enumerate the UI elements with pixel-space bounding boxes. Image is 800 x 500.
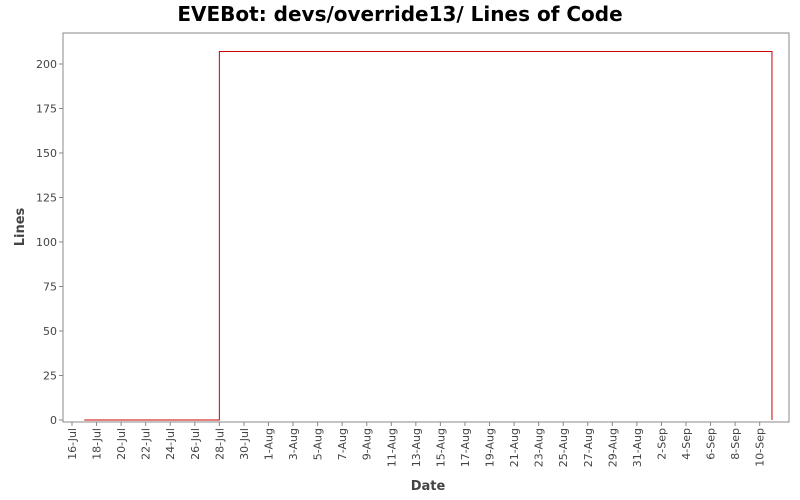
y-tick-label: 125 [36, 192, 57, 205]
x-tick-label: 18-Jul [91, 428, 104, 460]
y-tick-label: 200 [36, 58, 57, 71]
x-tick-label: 10-Sep [754, 428, 767, 467]
y-tick-label: 175 [36, 103, 57, 116]
x-tick-label: 13-Aug [410, 428, 423, 467]
plot-area [62, 32, 790, 423]
y-tick-label: 100 [36, 236, 57, 249]
x-tick-label: 24-Jul [164, 428, 177, 460]
x-tick-label: 20-Jul [115, 428, 128, 460]
x-tick-label: 29-Aug [606, 428, 619, 467]
x-tick-label: 19-Aug [484, 428, 497, 467]
y-tick-label: 150 [36, 147, 57, 160]
x-tick-label: 31-Aug [631, 428, 644, 467]
y-tick-label: 50 [43, 325, 57, 338]
x-tick-label: 8-Sep [729, 428, 742, 460]
y-tick-label: 0 [50, 414, 57, 427]
x-axis: 16-Jul 18-Jul 20-Jul 22-Jul 24-Jul 26-Jul 28-J… [66, 422, 767, 467]
x-tick-label: 22-Jul [140, 428, 153, 460]
x-tick-label: 25-Aug [557, 428, 570, 467]
x-tick-label: 23-Aug [533, 428, 546, 467]
x-tick-label: 21-Aug [508, 428, 521, 467]
x-tick-label: 1-Aug [262, 428, 275, 460]
x-tick-label: 30-Jul [238, 428, 251, 460]
x-tick-label: 5-Aug [312, 428, 325, 460]
x-tick-label: 7-Aug [336, 428, 349, 460]
y-axis: 0 25 50 75 100 125 150 175 200 [36, 58, 63, 427]
x-tick-label: 16-Jul [66, 428, 79, 460]
x-tick-label: 15-Aug [434, 428, 447, 467]
x-tick-label: 3-Aug [287, 428, 300, 460]
x-tick-label: 11-Aug [385, 428, 398, 467]
x-tick-label: 17-Aug [459, 428, 472, 467]
x-tick-label: 26-Jul [189, 428, 202, 460]
x-axis-label: Date [411, 479, 446, 494]
y-axis-label: Lines [13, 207, 28, 246]
series-layer [84, 51, 773, 421]
x-tick-label: 28-Jul [213, 428, 226, 460]
x-tick-label: 2-Sep [655, 428, 668, 460]
x-tick-label: 6-Sep [705, 428, 718, 460]
x-tick-label: 9-Aug [361, 428, 374, 460]
y-tick-label: 75 [43, 281, 57, 294]
y-tick-label: 25 [43, 370, 57, 383]
x-tick-label: 4-Sep [680, 428, 693, 460]
x-tick-label: 27-Aug [582, 428, 595, 467]
chart-title: EVEBot: devs/override13/ Lines of Code [177, 2, 623, 26]
